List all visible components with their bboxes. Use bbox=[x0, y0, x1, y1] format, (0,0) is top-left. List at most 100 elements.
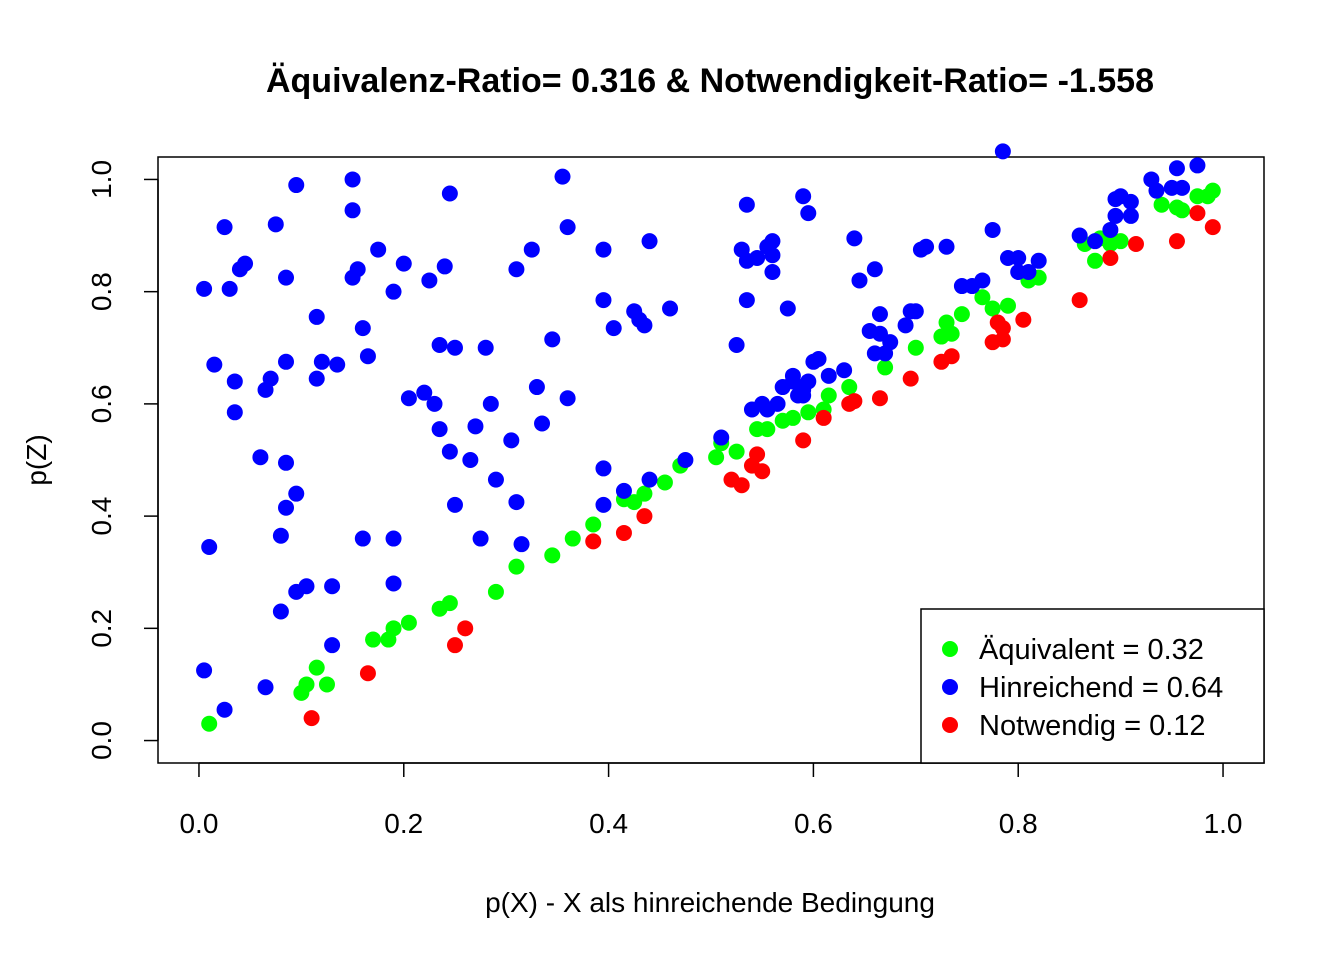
data-point bbox=[278, 499, 295, 516]
data-point bbox=[585, 533, 602, 550]
data-point bbox=[1153, 196, 1170, 213]
data-point bbox=[1168, 160, 1185, 177]
data-point bbox=[221, 280, 238, 297]
x-axis-label: p(X) - X als hinreichende Bedingung bbox=[485, 887, 935, 918]
data-point bbox=[764, 233, 781, 250]
data-point bbox=[395, 255, 412, 272]
legend-marker bbox=[942, 717, 958, 733]
legend-label: Hinreichend = 0.64 bbox=[979, 672, 1223, 704]
x-tick-label: 0.4 bbox=[589, 808, 628, 839]
x-tick-label: 0.8 bbox=[999, 808, 1038, 839]
data-point bbox=[1122, 193, 1139, 210]
data-point bbox=[446, 637, 463, 654]
data-point bbox=[272, 603, 289, 620]
data-point bbox=[677, 452, 694, 468]
data-point bbox=[318, 676, 335, 693]
data-point bbox=[564, 530, 581, 547]
data-point bbox=[278, 353, 295, 370]
data-point bbox=[1174, 202, 1191, 219]
data-point bbox=[303, 710, 320, 727]
data-point bbox=[994, 143, 1011, 160]
data-point bbox=[278, 269, 295, 286]
series-0000ff bbox=[196, 143, 1206, 718]
data-point bbox=[262, 370, 279, 387]
data-point bbox=[554, 168, 571, 185]
data-point bbox=[708, 449, 725, 466]
y-tick-label: 0.8 bbox=[86, 272, 117, 311]
data-point bbox=[508, 558, 525, 575]
data-point bbox=[1087, 233, 1104, 250]
data-point bbox=[1148, 182, 1165, 199]
data-point bbox=[938, 238, 955, 255]
data-point bbox=[918, 238, 935, 255]
x-tick-label: 0.2 bbox=[384, 808, 423, 839]
y-tick-label: 0.4 bbox=[86, 497, 117, 536]
data-point bbox=[784, 409, 801, 426]
data-point bbox=[851, 272, 868, 289]
data-point bbox=[226, 404, 243, 421]
data-point bbox=[984, 300, 1001, 317]
data-point bbox=[1030, 252, 1047, 269]
series-00ff00 bbox=[201, 182, 1221, 732]
data-point bbox=[815, 409, 832, 426]
data-point bbox=[528, 379, 545, 396]
data-point bbox=[385, 530, 402, 547]
data-point bbox=[313, 353, 330, 370]
data-point bbox=[1010, 250, 1027, 266]
data-point bbox=[462, 452, 479, 468]
data-point bbox=[641, 233, 658, 250]
data-point bbox=[441, 185, 458, 202]
data-point bbox=[615, 482, 632, 499]
data-point bbox=[800, 404, 817, 421]
data-point bbox=[999, 297, 1016, 314]
data-point bbox=[795, 432, 812, 449]
data-point bbox=[636, 508, 653, 525]
data-point bbox=[656, 474, 673, 491]
data-point bbox=[1204, 219, 1221, 236]
data-point bbox=[1071, 227, 1088, 244]
y-tick-label: 0.2 bbox=[86, 609, 117, 648]
data-point bbox=[421, 272, 438, 289]
data-point bbox=[534, 415, 551, 432]
data-point bbox=[877, 359, 894, 376]
data-point bbox=[354, 320, 371, 337]
data-point bbox=[446, 496, 463, 513]
data-point bbox=[907, 339, 924, 356]
data-point bbox=[482, 395, 499, 412]
data-point bbox=[544, 331, 561, 348]
data-point bbox=[324, 637, 341, 654]
data-point bbox=[544, 547, 561, 564]
y-tick-label: 0.6 bbox=[86, 384, 117, 423]
data-point bbox=[385, 283, 402, 300]
data-point bbox=[487, 471, 504, 488]
data-point bbox=[810, 351, 827, 367]
data-point bbox=[441, 595, 458, 612]
data-point bbox=[636, 317, 653, 334]
data-point bbox=[1112, 233, 1129, 250]
data-point bbox=[216, 219, 233, 236]
data-point bbox=[1102, 250, 1119, 266]
data-point bbox=[846, 393, 863, 410]
data-point bbox=[400, 614, 417, 631]
data-point bbox=[907, 303, 924, 320]
data-point bbox=[298, 578, 315, 595]
data-point bbox=[795, 387, 812, 404]
data-point bbox=[201, 715, 218, 732]
data-points bbox=[196, 143, 1221, 732]
data-point bbox=[662, 300, 679, 317]
data-point bbox=[206, 356, 223, 373]
data-point bbox=[820, 367, 837, 384]
data-point bbox=[329, 356, 346, 373]
x-tick-label: 0.0 bbox=[179, 808, 218, 839]
data-point bbox=[749, 446, 766, 463]
data-point bbox=[523, 241, 540, 258]
data-point bbox=[196, 662, 213, 679]
data-point bbox=[800, 205, 817, 222]
data-point bbox=[1127, 235, 1144, 252]
y-tick-label: 1.0 bbox=[86, 160, 117, 199]
data-point bbox=[595, 241, 612, 258]
data-point bbox=[349, 261, 366, 278]
legend-label: Äquivalent = 0.32 bbox=[979, 634, 1204, 666]
data-point bbox=[298, 676, 315, 693]
data-point bbox=[431, 421, 448, 438]
